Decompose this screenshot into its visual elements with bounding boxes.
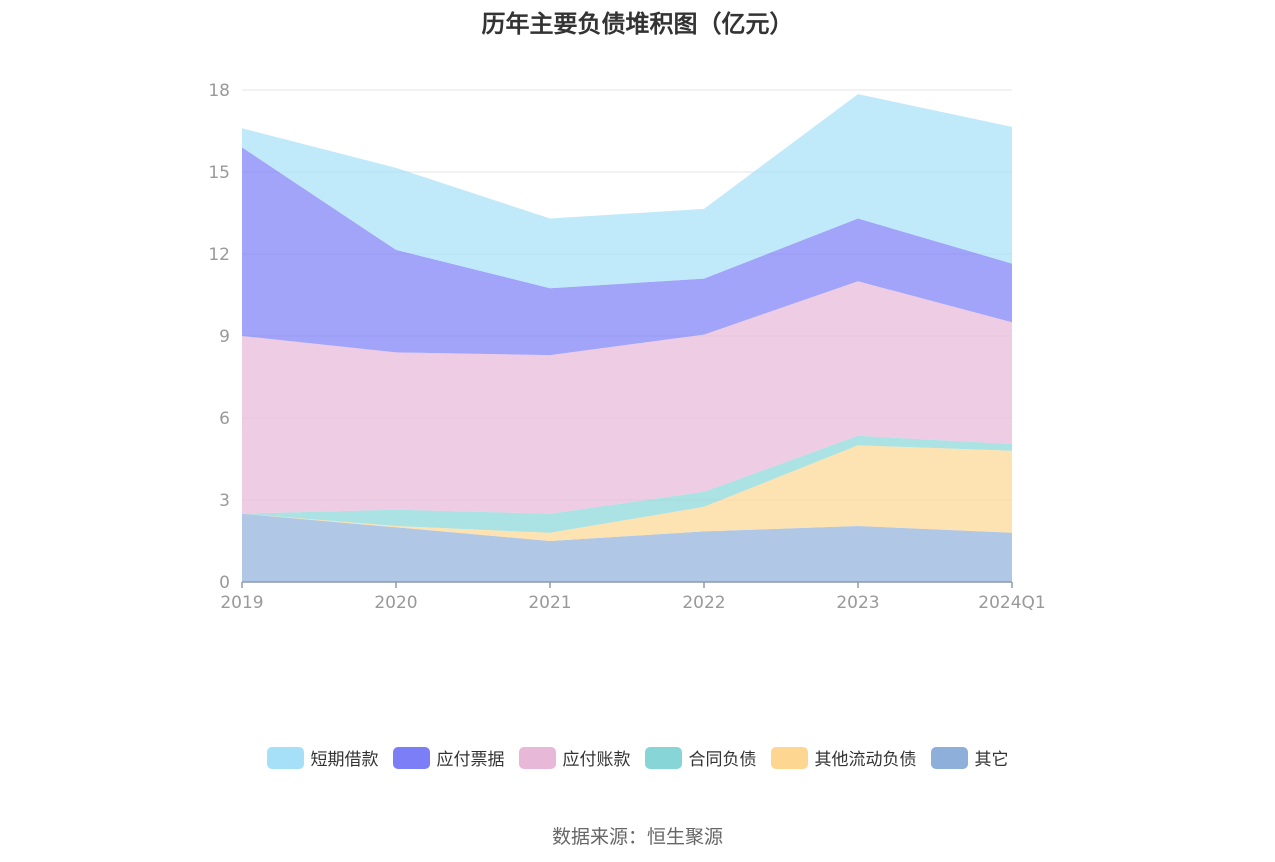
y-tick-label: 3 bbox=[219, 491, 230, 511]
legend-label: 短期借款 bbox=[310, 750, 379, 770]
legend-label: 应付票据 bbox=[436, 750, 505, 770]
series-area bbox=[242, 513, 1012, 582]
legend-item[interactable]: 合同负债 bbox=[644, 745, 757, 770]
x-tick-label: 2023 bbox=[836, 593, 879, 613]
chart-title: 历年主要负债堆积图（亿元） bbox=[481, 10, 794, 38]
y-tick-label: 6 bbox=[219, 409, 230, 429]
x-tick-label: 2020 bbox=[374, 593, 417, 613]
x-tick-label: 2024Q1 bbox=[978, 593, 1045, 613]
legend-label: 应付账款 bbox=[562, 750, 631, 770]
chart-legend: 短期借款 应付票据 应付账款 合同负债 其他流动负债 其它 bbox=[0, 745, 1275, 770]
legend-swatch bbox=[644, 746, 682, 769]
y-tick-label: 15 bbox=[208, 163, 230, 183]
x-tick-label: 2022 bbox=[682, 593, 725, 613]
legend-item[interactable]: 其他流动负债 bbox=[770, 745, 917, 770]
legend-item[interactable]: 应付账款 bbox=[518, 745, 631, 770]
legend-swatch bbox=[518, 746, 556, 769]
legend-label: 其它 bbox=[974, 750, 1009, 770]
legend-swatch bbox=[266, 746, 304, 769]
x-tick-label: 2021 bbox=[528, 593, 571, 613]
y-tick-label: 12 bbox=[208, 245, 230, 265]
legend-item[interactable]: 应付票据 bbox=[392, 745, 505, 770]
y-tick-label: 18 bbox=[208, 81, 230, 101]
legend-swatch bbox=[392, 746, 430, 769]
series-area bbox=[242, 445, 1012, 541]
y-tick-label: 9 bbox=[219, 327, 230, 347]
legend-swatch bbox=[930, 746, 968, 769]
series-area bbox=[242, 435, 1012, 533]
x-tick-label: 2019 bbox=[220, 593, 263, 613]
legend-label: 合同负债 bbox=[688, 750, 757, 770]
series-area bbox=[242, 281, 1012, 514]
legend-item[interactable]: 其它 bbox=[930, 745, 1009, 770]
y-tick-label: 0 bbox=[219, 573, 230, 593]
legend-swatch bbox=[770, 746, 808, 769]
series-area bbox=[242, 147, 1012, 356]
legend-label: 其他流动负债 bbox=[814, 750, 917, 770]
data-source-note: 数据来源：恒生聚源 bbox=[551, 826, 723, 848]
legend-item[interactable]: 短期借款 bbox=[266, 745, 379, 770]
series-area bbox=[242, 94, 1012, 289]
